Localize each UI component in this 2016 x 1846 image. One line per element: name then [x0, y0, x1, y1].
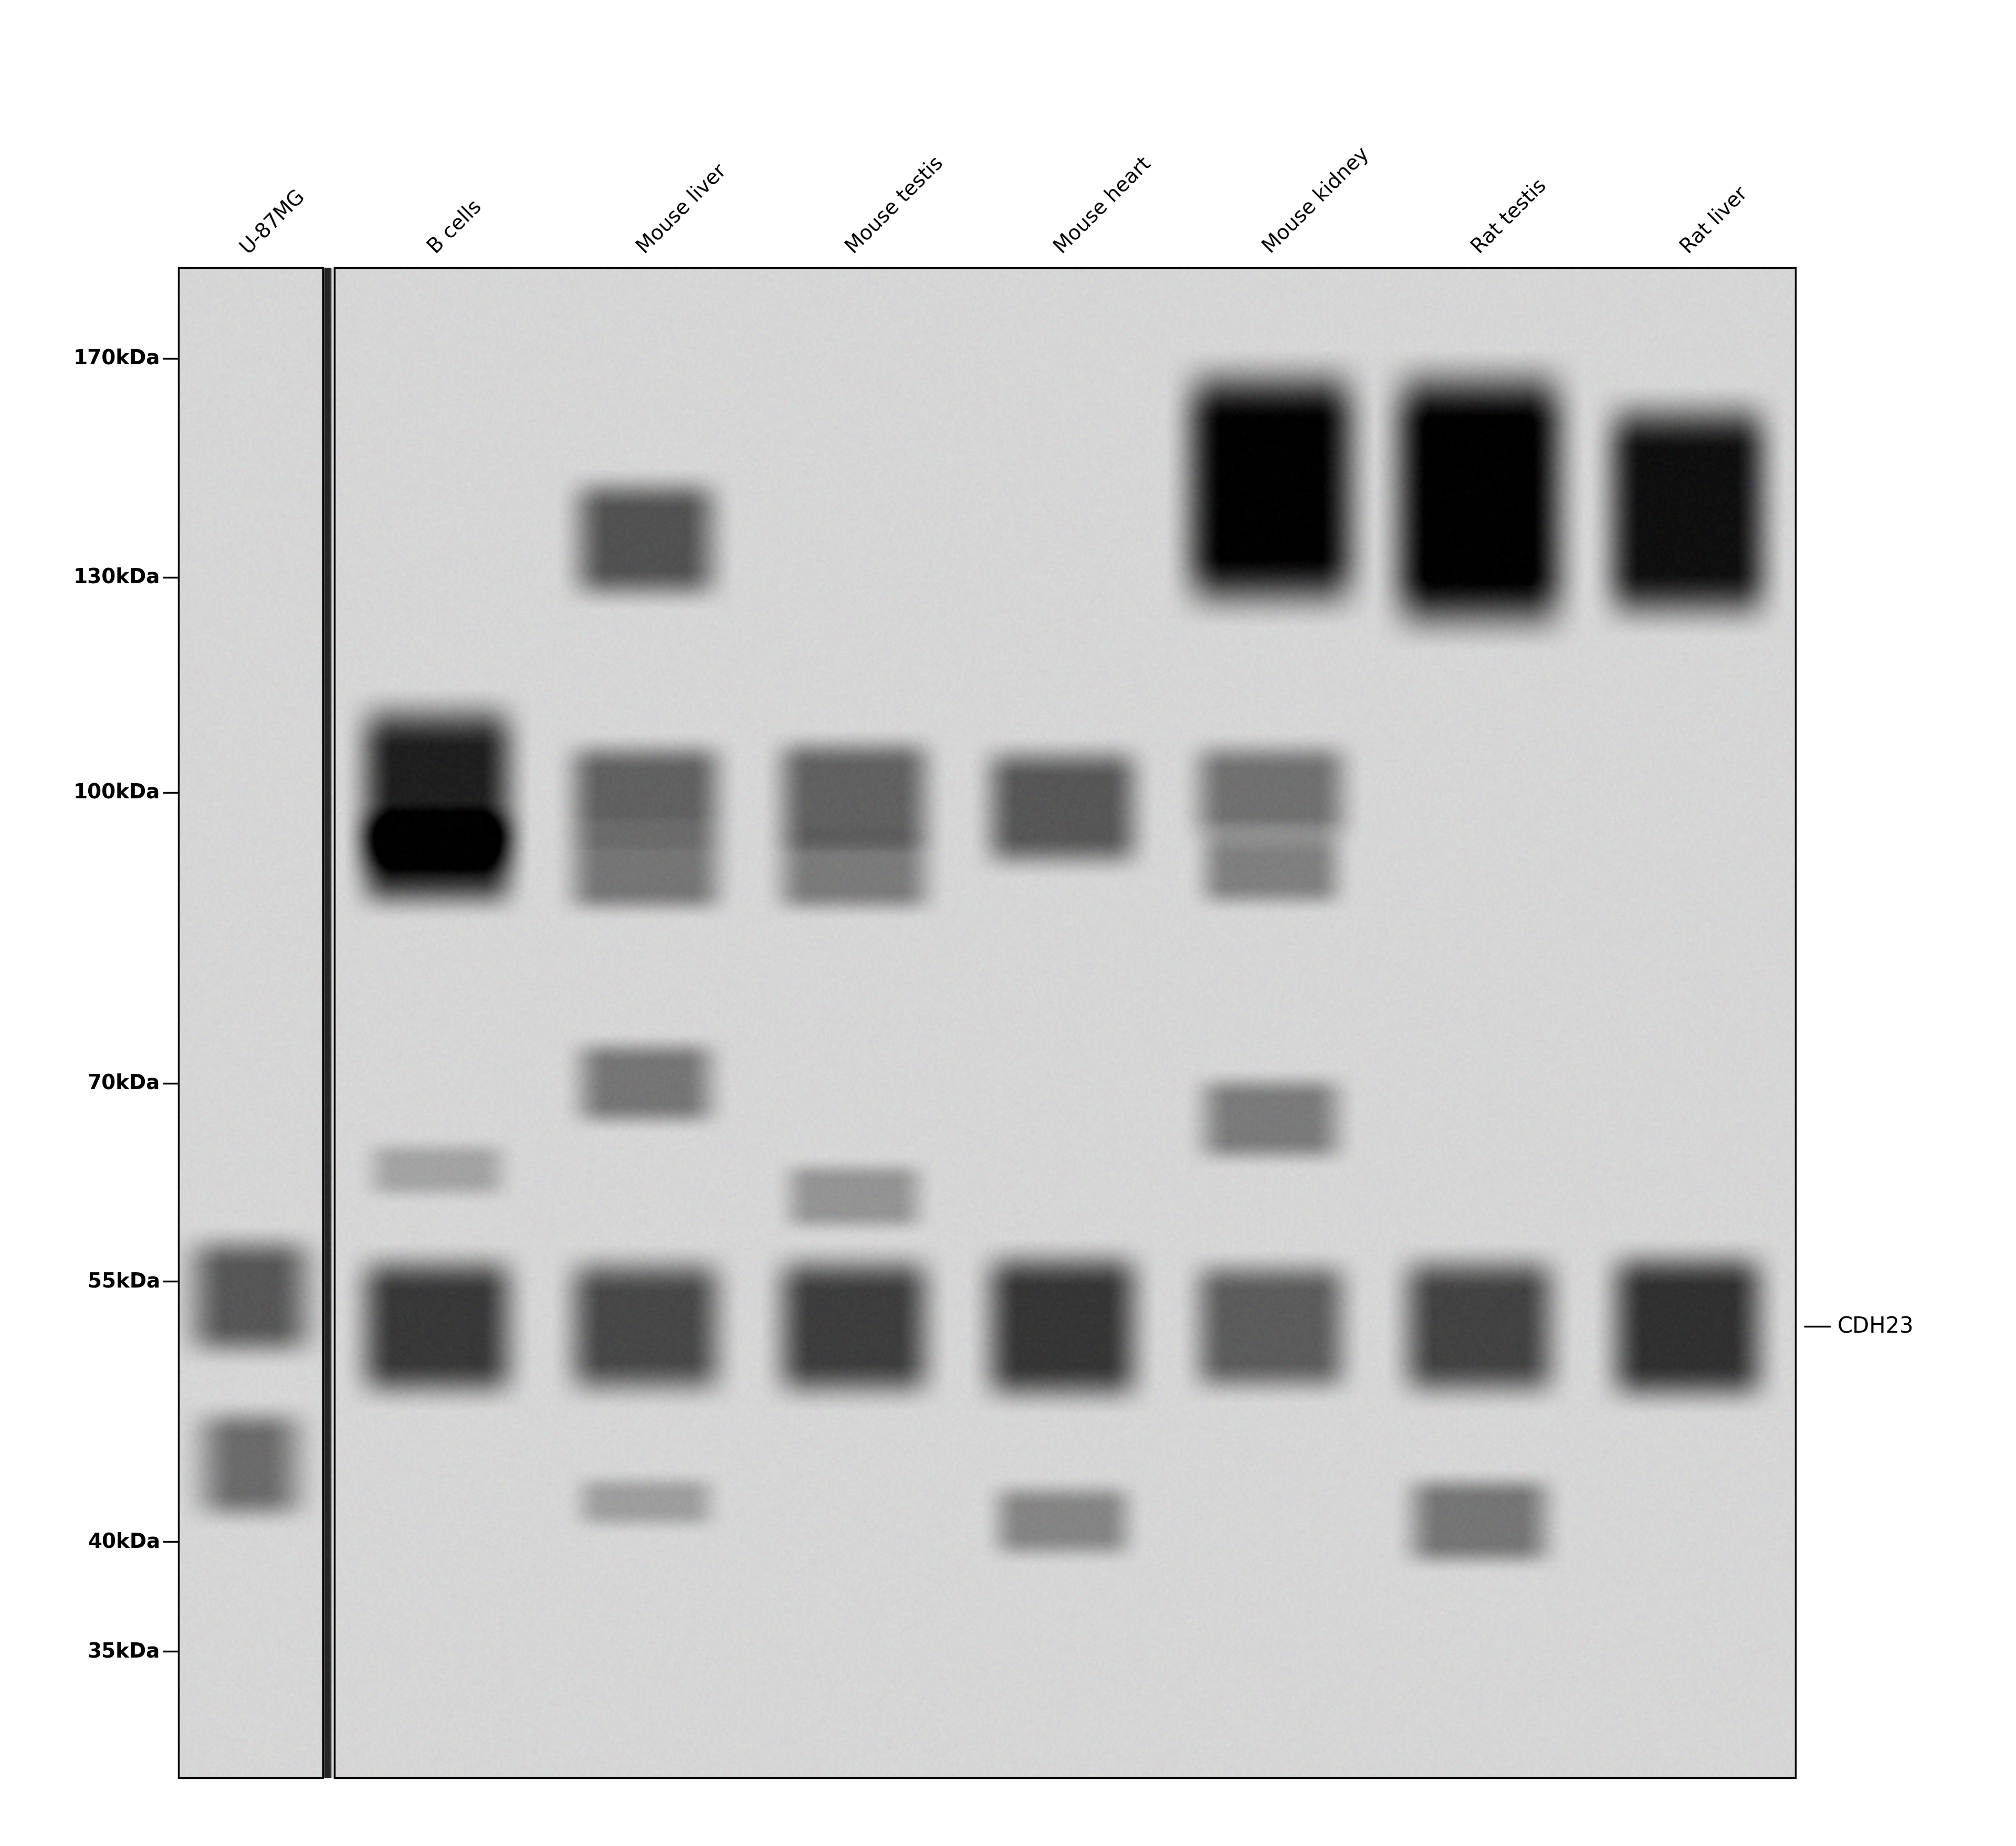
Text: 100kDa: 100kDa	[73, 783, 159, 803]
Text: Mouse liver: Mouse liver	[633, 161, 730, 257]
Text: 130kDa: 130kDa	[73, 567, 159, 587]
Bar	[335, 268, 1796, 1778]
Bar	[179, 268, 323, 1778]
Text: 55kDa: 55kDa	[87, 1272, 159, 1292]
Text: 70kDa: 70kDa	[87, 1073, 159, 1093]
Text: U-87MG: U-87MG	[236, 185, 308, 257]
Text: 40kDa: 40kDa	[87, 1532, 159, 1552]
Text: B cells: B cells	[425, 196, 486, 257]
Text: CDH23: CDH23	[1837, 1316, 1913, 1338]
Text: Rat testis: Rat testis	[1468, 175, 1550, 257]
Text: Mouse kidney: Mouse kidney	[1260, 144, 1373, 257]
Text: 170kDa: 170kDa	[73, 349, 159, 367]
Text: Mouse testis: Mouse testis	[843, 153, 948, 257]
Text: Mouse heart: Mouse heart	[1050, 153, 1155, 257]
Text: 35kDa: 35kDa	[87, 1641, 159, 1661]
Text: Rat liver: Rat liver	[1677, 183, 1752, 257]
